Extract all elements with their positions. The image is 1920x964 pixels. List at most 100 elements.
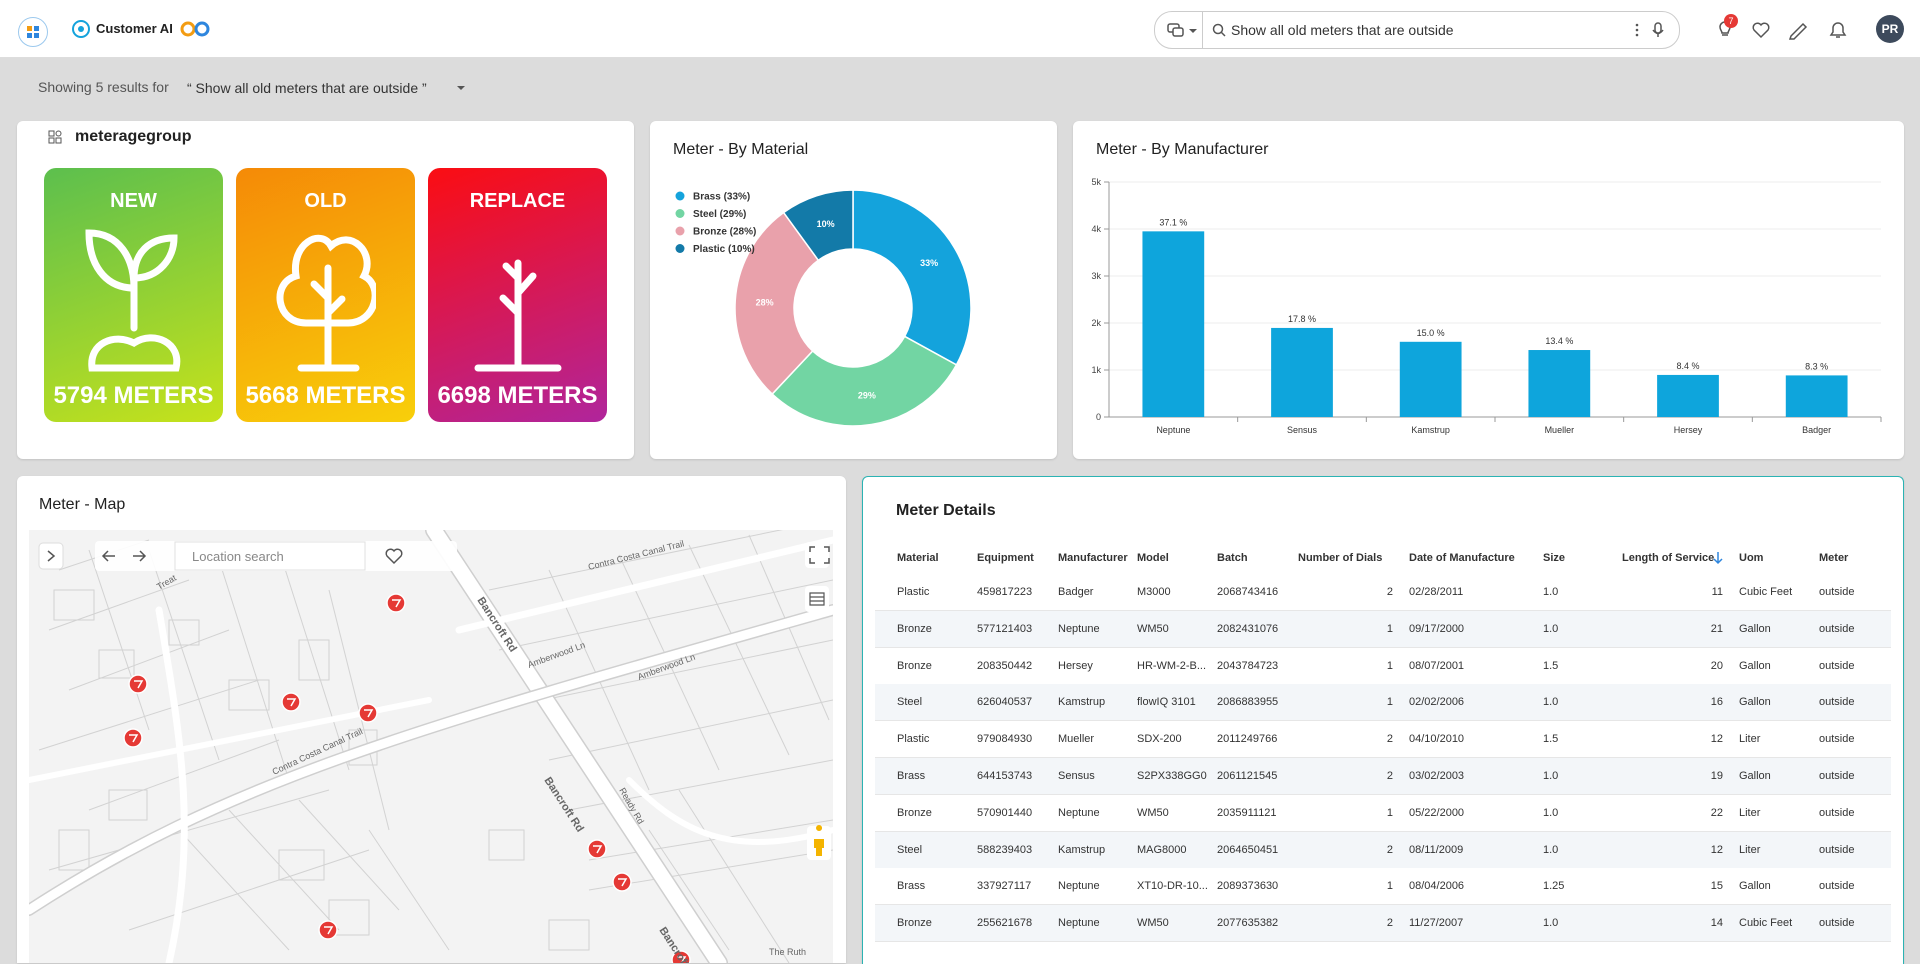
- legend-label[interactable]: Plastic (10%): [693, 244, 755, 255]
- location-search[interactable]: [174, 541, 366, 571]
- map-marker[interactable]: [386, 593, 406, 613]
- map-marker[interactable]: [318, 920, 338, 940]
- column-header: Material: [897, 552, 939, 564]
- bar[interactable]: [1657, 374, 1719, 417]
- x-tick-label: Kamstrup: [1411, 425, 1450, 435]
- user-avatar[interactable]: PR: [1876, 15, 1904, 43]
- location-search-placeholder[interactable]: Location search: [192, 549, 284, 564]
- age-tile[interactable]: REPLACE 6698 METERS: [428, 168, 607, 422]
- column-header: Uom: [1739, 552, 1764, 564]
- table-cell: 1: [1386, 622, 1393, 635]
- results-query[interactable]: “ Show all old meters that are outside ”: [187, 80, 427, 96]
- tile-label: OLD: [304, 190, 347, 212]
- bar[interactable]: [1528, 350, 1591, 417]
- table-cell: 2: [1386, 843, 1393, 856]
- legend-marker: [675, 226, 685, 236]
- table-cell: Steel: [897, 696, 923, 709]
- table-cell: Brass: [897, 770, 926, 782]
- search-text[interactable]: Show all old meters that are outside: [1231, 22, 1454, 38]
- donut-slice[interactable]: [734, 211, 820, 396]
- column-header: Size: [1543, 552, 1566, 564]
- table-cell: Neptune: [1058, 622, 1100, 635]
- map-marker-glyph: [129, 734, 139, 743]
- favorite-button[interactable]: [385, 548, 403, 565]
- query-dropdown[interactable]: [456, 84, 466, 92]
- bar[interactable]: [1785, 375, 1848, 417]
- table-cell: Neptune: [1058, 880, 1100, 893]
- table-cell: 2: [1386, 917, 1393, 930]
- table-cell: outside: [1819, 586, 1855, 598]
- map-marker[interactable]: [281, 692, 301, 712]
- map-marker[interactable]: [128, 674, 148, 694]
- donut-slice[interactable]: [782, 189, 854, 262]
- bar-label: 17.8 %: [1288, 314, 1316, 324]
- map-background: [29, 530, 833, 963]
- table-cell: HR-WM-2-B...: [1137, 659, 1207, 672]
- legend-marker: [675, 191, 685, 201]
- table-cell: Kamstrup: [1058, 696, 1106, 709]
- map-marker[interactable]: [612, 872, 632, 892]
- donut-slice[interactable]: [852, 189, 972, 366]
- column-header: Model: [1137, 552, 1169, 564]
- table-cell: Brass: [897, 880, 926, 893]
- sort-indicator[interactable]: [1713, 551, 1723, 565]
- table-cell: M3000: [1137, 586, 1171, 598]
- age-tile[interactable]: OLD 5668 METERS: [236, 168, 415, 422]
- search-box[interactable]: Show all old meters that are outside: [1154, 11, 1680, 49]
- fullscreen-button[interactable]: [805, 542, 829, 568]
- legend-label[interactable]: Bronze (28%): [693, 227, 756, 238]
- table-cell: Liter: [1739, 843, 1761, 856]
- legend-label[interactable]: Steel (29%): [693, 209, 746, 220]
- map-marker[interactable]: [358, 703, 378, 723]
- bar[interactable]: [1142, 231, 1205, 417]
- table-cell: 337927117: [977, 880, 1032, 893]
- table-row: [875, 831, 1891, 869]
- table-cell: outside: [1819, 659, 1855, 672]
- table-cell: 1.0: [1543, 622, 1559, 635]
- table-cell: Gallon: [1739, 880, 1771, 893]
- table-row: [875, 758, 1891, 795]
- donut-slice[interactable]: [771, 335, 958, 427]
- slice-label: 28%: [756, 297, 774, 307]
- map-nav-arrows[interactable]: [101, 550, 147, 562]
- bar-chart: 0 1k 2k 3k 4k 5k 37.1 % Neptune 17.8 % Sensus 15.0…: [1091, 177, 1882, 435]
- search-actions[interactable]: [1633, 22, 1673, 38]
- table-cell: 1.5: [1543, 733, 1559, 746]
- bar[interactable]: [1399, 341, 1462, 417]
- table-cell: SDX-200: [1137, 733, 1182, 746]
- search-icon: [1212, 23, 1226, 37]
- card-title: meteragegroup: [75, 128, 192, 145]
- table-cell: Sensus: [1058, 770, 1095, 782]
- table-cell: 2077635382: [1217, 917, 1279, 930]
- table-cell: 19: [1710, 770, 1723, 782]
- map-marker-glyph: [134, 680, 144, 689]
- header-icons[interactable]: [1715, 18, 1855, 40]
- legend-label[interactable]: Brass (33%): [693, 192, 750, 203]
- map-marker[interactable]: [587, 839, 607, 859]
- slice-label: 29%: [858, 390, 876, 400]
- table-cell: Bronze: [897, 622, 932, 635]
- y-tick-label: 2k: [1091, 318, 1101, 328]
- column-header: Manufacturer: [1058, 552, 1128, 564]
- map-expand-button[interactable]: [38, 542, 64, 570]
- search-mode-icon[interactable]: [1167, 22, 1201, 38]
- table-cell: 11/27/2007: [1409, 917, 1464, 930]
- bar[interactable]: [1271, 327, 1333, 417]
- table-cell: Cubic Feet: [1739, 586, 1793, 598]
- meter-table: Material Equipment Manufacturer Model Batch N…: [863, 477, 1903, 964]
- layers-button[interactable]: [805, 586, 829, 612]
- x-tick-label: Badger: [1802, 425, 1831, 435]
- tree-icon: [276, 234, 376, 372]
- map-marker[interactable]: [123, 728, 143, 748]
- table-cell: 09/17/2000: [1409, 622, 1465, 635]
- divider: [1202, 12, 1203, 48]
- age-tile[interactable]: NEW 5794 METERS: [44, 168, 223, 422]
- tile-count: 5668 METERS: [245, 382, 406, 409]
- pegman: [814, 825, 824, 856]
- app-menu-button[interactable]: [18, 17, 48, 47]
- table-cell: Neptune: [1058, 806, 1100, 819]
- y-tick-label: 3k: [1091, 271, 1101, 281]
- table-row: [875, 721, 1891, 759]
- table-cell: 1.5: [1543, 659, 1559, 672]
